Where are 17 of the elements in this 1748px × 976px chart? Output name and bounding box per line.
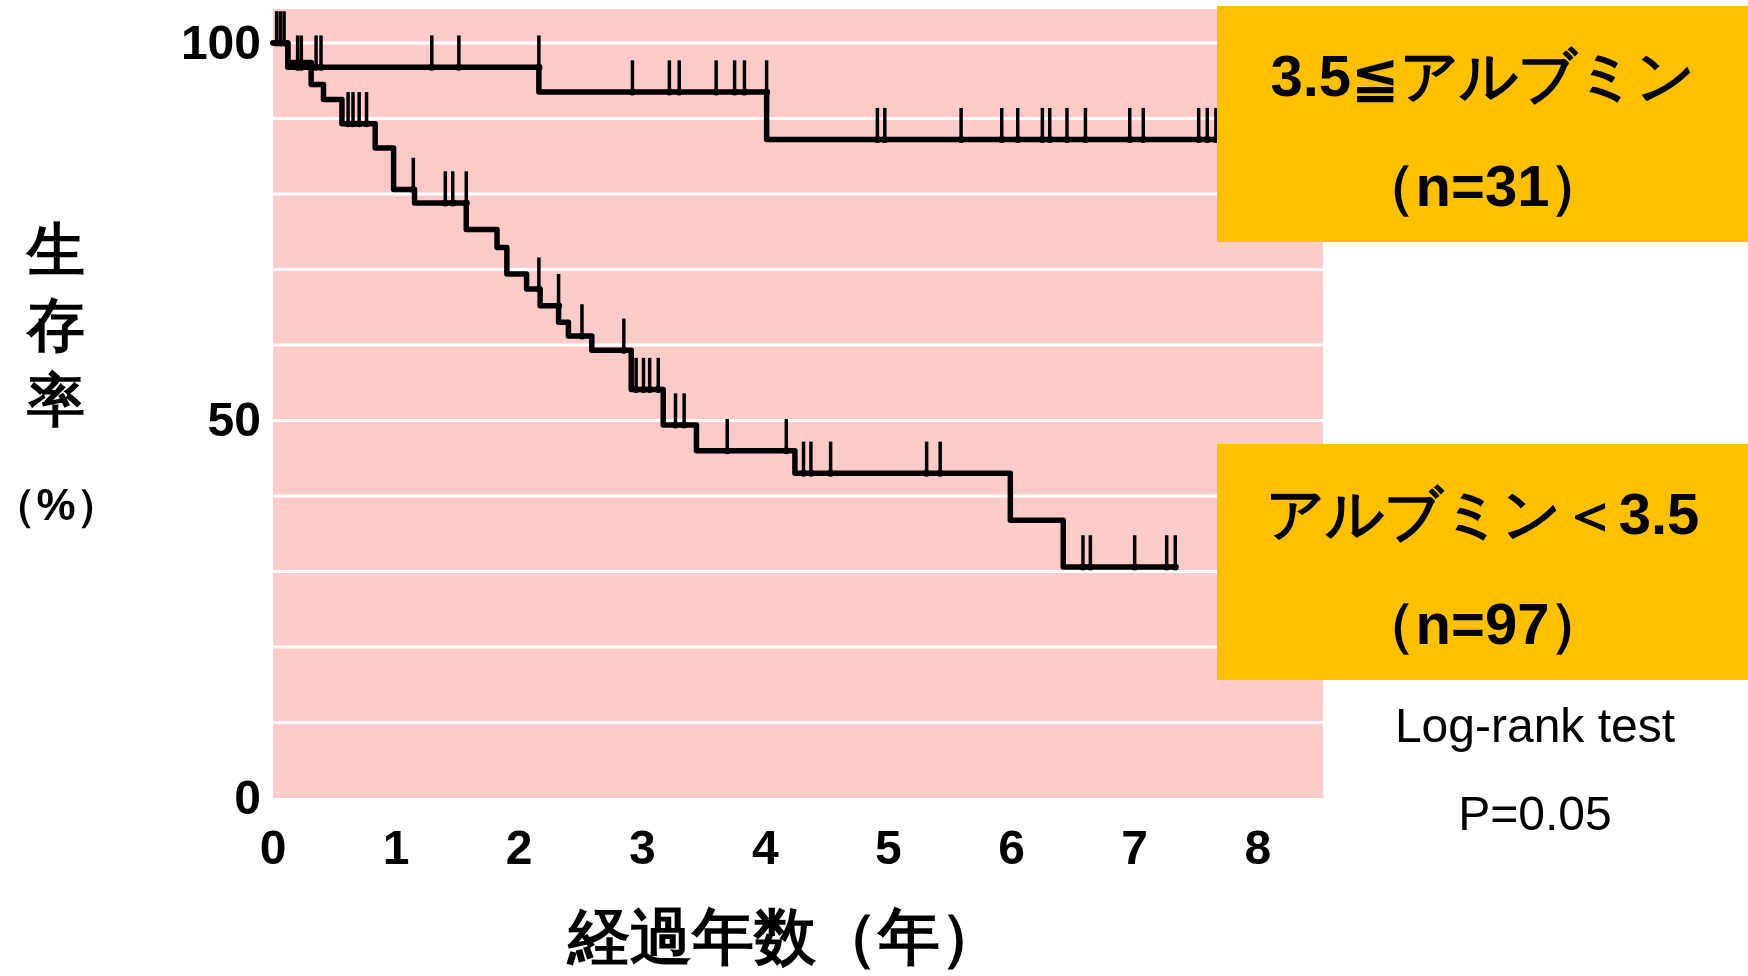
y-axis-title: 生存率（%）: [0, 217, 120, 529]
x-axis-title: 経過年数（年）: [566, 902, 1002, 971]
text: P=0.05: [1458, 787, 1612, 840]
text: Log-rank test: [1394, 699, 1676, 752]
y-tick-label: 50: [207, 393, 261, 447]
x-tick-label: 7: [1121, 821, 1149, 874]
x-tick-label: 3: [628, 821, 656, 874]
x-tick-label: 8: [1244, 821, 1272, 874]
series-label: アルブミン＜3.5（n=97）: [1265, 481, 1700, 656]
x-tick-label: 5: [875, 821, 902, 874]
x-tick-label: 1: [382, 821, 410, 874]
y-tick-label: 0: [234, 771, 261, 824]
x-tick-label: 4: [752, 821, 780, 874]
x-tick-label: 2: [505, 821, 533, 874]
series-label: 3.5≦アルブミン（n=31）: [1270, 43, 1695, 218]
x-tick-label: 6: [998, 821, 1025, 874]
y-tick-label: 100: [180, 15, 261, 69]
